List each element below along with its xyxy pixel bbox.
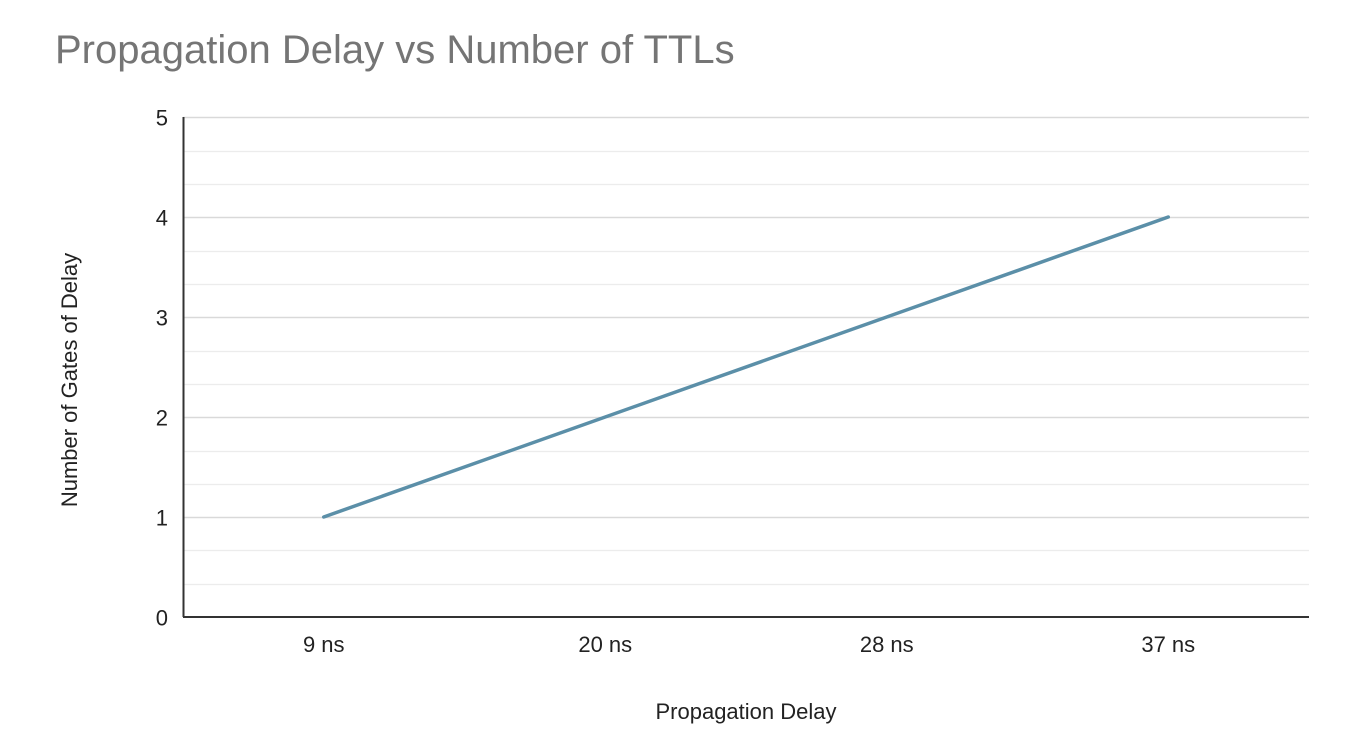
x-tick-label: 9 ns (303, 632, 345, 657)
y-tick-label: 2 (156, 406, 168, 431)
y-tick-label: 0 (156, 606, 168, 631)
x-tick-label: 20 ns (578, 632, 632, 657)
x-axis-title: Propagation Delay (655, 699, 837, 724)
y-tick-label: 1 (156, 506, 168, 531)
x-tick-label: 28 ns (860, 632, 914, 657)
y-tick-label: 3 (156, 306, 168, 331)
x-tick-label: 37 ns (1141, 632, 1195, 657)
x-tick-labels: 9 ns 20 ns 28 ns 37 ns (303, 632, 1195, 657)
axes (182, 117, 1309, 618)
y-tick-label: 5 (156, 106, 168, 131)
series-line (322, 215, 1170, 519)
chart-title: Propagation Delay vs Number of TTLs (55, 28, 735, 72)
gridlines (183, 116, 1309, 586)
series (322, 215, 1170, 519)
y-tick-label: 4 (156, 206, 168, 231)
y-tick-labels: 0 1 2 3 4 5 (156, 106, 168, 631)
